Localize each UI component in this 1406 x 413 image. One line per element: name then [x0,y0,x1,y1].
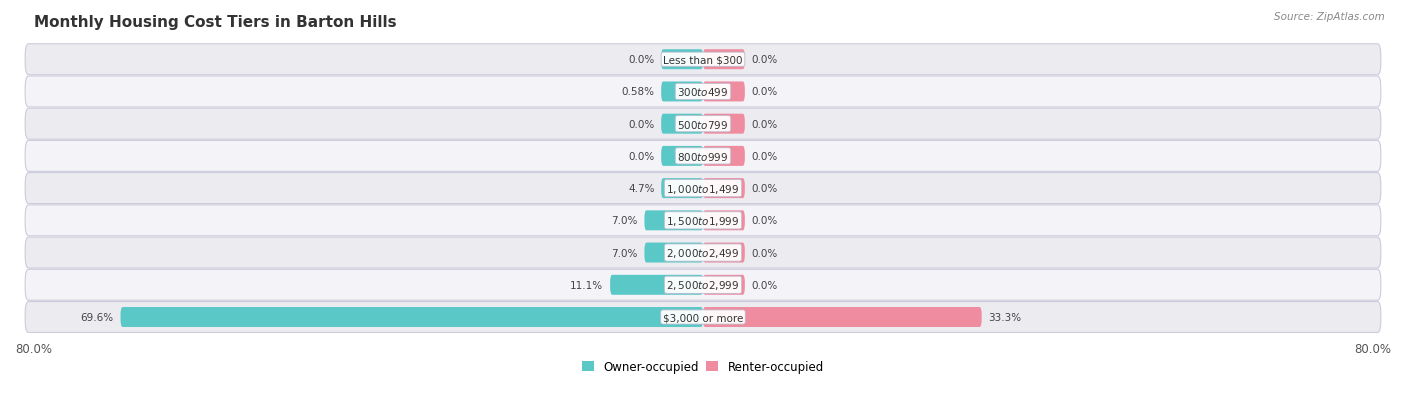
Text: 0.0%: 0.0% [752,55,778,65]
FancyBboxPatch shape [25,109,1381,140]
Text: $2,000 to $2,499: $2,000 to $2,499 [666,247,740,259]
FancyBboxPatch shape [25,173,1381,204]
Text: Source: ZipAtlas.com: Source: ZipAtlas.com [1274,12,1385,22]
FancyBboxPatch shape [703,179,745,199]
Text: $300 to $499: $300 to $499 [678,86,728,98]
Text: 69.6%: 69.6% [80,312,114,322]
FancyBboxPatch shape [703,147,745,166]
Text: 0.0%: 0.0% [628,55,654,65]
FancyBboxPatch shape [25,205,1381,236]
FancyBboxPatch shape [703,275,745,295]
Text: $800 to $999: $800 to $999 [678,150,728,162]
Text: 0.0%: 0.0% [752,280,778,290]
Text: 0.0%: 0.0% [752,248,778,258]
Text: 0.0%: 0.0% [752,152,778,161]
FancyBboxPatch shape [661,114,703,134]
FancyBboxPatch shape [661,82,703,102]
FancyBboxPatch shape [25,302,1381,332]
FancyBboxPatch shape [661,50,703,70]
Text: 0.0%: 0.0% [752,216,778,226]
FancyBboxPatch shape [703,211,745,231]
Text: 0.58%: 0.58% [621,87,654,97]
Text: Less than $300: Less than $300 [664,55,742,65]
Text: 7.0%: 7.0% [612,216,638,226]
FancyBboxPatch shape [661,147,703,166]
Text: $1,500 to $1,999: $1,500 to $1,999 [666,214,740,227]
FancyBboxPatch shape [703,243,745,263]
Text: 11.1%: 11.1% [571,280,603,290]
Text: $2,500 to $2,999: $2,500 to $2,999 [666,279,740,292]
Text: 0.0%: 0.0% [752,119,778,129]
FancyBboxPatch shape [703,82,745,102]
FancyBboxPatch shape [25,45,1381,76]
FancyBboxPatch shape [121,307,703,327]
Text: 0.0%: 0.0% [628,119,654,129]
FancyBboxPatch shape [703,114,745,134]
FancyBboxPatch shape [25,77,1381,108]
Text: $500 to $799: $500 to $799 [678,119,728,131]
Text: $3,000 or more: $3,000 or more [662,312,744,322]
FancyBboxPatch shape [703,307,981,327]
FancyBboxPatch shape [644,211,703,231]
FancyBboxPatch shape [644,243,703,263]
Text: 0.0%: 0.0% [752,184,778,194]
Legend: Owner-occupied, Renter-occupied: Owner-occupied, Renter-occupied [578,356,828,378]
FancyBboxPatch shape [25,237,1381,268]
FancyBboxPatch shape [25,141,1381,172]
FancyBboxPatch shape [661,179,703,199]
FancyBboxPatch shape [610,275,703,295]
Text: $1,000 to $1,499: $1,000 to $1,499 [666,182,740,195]
Text: 4.7%: 4.7% [628,184,654,194]
Text: 0.0%: 0.0% [628,152,654,161]
Text: 33.3%: 33.3% [988,312,1022,322]
Text: 7.0%: 7.0% [612,248,638,258]
FancyBboxPatch shape [703,50,745,70]
FancyBboxPatch shape [25,270,1381,301]
Text: Monthly Housing Cost Tiers in Barton Hills: Monthly Housing Cost Tiers in Barton Hil… [34,15,396,30]
Text: 0.0%: 0.0% [752,87,778,97]
